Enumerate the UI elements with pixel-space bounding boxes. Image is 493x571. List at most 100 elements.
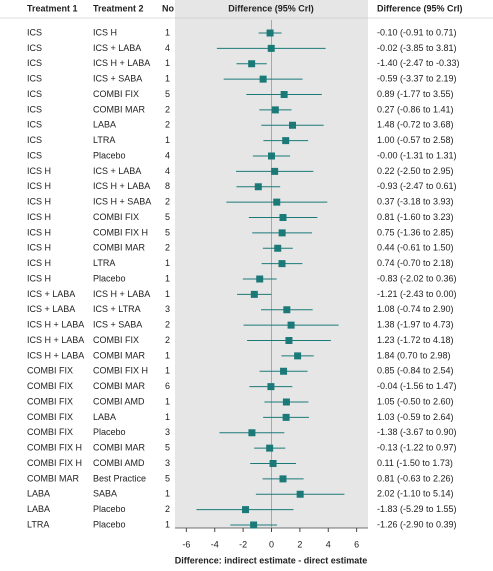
treatment-2: COMBI MAR — [93, 443, 146, 453]
value-label: -0.83 (-2.02 to 0.36) — [377, 273, 457, 283]
value-label: 0.22 (-2.50 to 2.95) — [377, 166, 454, 176]
estimate — [278, 260, 286, 268]
estimate — [268, 152, 275, 160]
treatment-2: Placebo — [93, 150, 126, 160]
value-label: 1.08 (-0.74 to 2.90) — [377, 304, 454, 314]
study-count: 5 — [165, 443, 170, 453]
estimate — [280, 367, 288, 375]
estimate — [267, 383, 275, 391]
value-label: 0.85 (-0.84 to 2.54) — [377, 366, 454, 376]
treatment-2: LTRA — [93, 135, 115, 145]
treatment-1: COMBI FIX — [27, 412, 73, 422]
value-label: 0.89 (-1.77 to 3.55) — [377, 89, 454, 99]
treatment-2: COMBI FIX H — [93, 366, 148, 376]
treatment-1: LTRA — [27, 519, 49, 529]
study-count: 1 — [165, 58, 170, 68]
treatment-1: ICS — [27, 120, 42, 130]
treatment-2: ICS H + SABA — [93, 197, 151, 207]
treatment-1: ICS — [27, 43, 42, 53]
study-count: 4 — [165, 166, 170, 176]
estimate — [282, 413, 290, 421]
estimate — [250, 290, 258, 298]
study-count: 1 — [165, 489, 170, 499]
value-label: 0.81 (-0.63 to 2.26) — [377, 473, 454, 483]
value-label: -1.40 (-2.47 to -0.33) — [377, 58, 460, 68]
value-label: 0.27 (-0.86 to 1.41) — [377, 104, 454, 114]
treatment-1: ICS H — [27, 197, 51, 207]
study-count: 3 — [165, 304, 170, 314]
estimate — [266, 444, 274, 452]
treatment-2: LABA — [93, 412, 116, 422]
study-count: 5 — [165, 89, 170, 99]
study-count: 3 — [165, 427, 170, 437]
treatment-1: COMBI MAR — [27, 473, 80, 483]
value-label: 0.44 (-0.61 to 1.50) — [377, 243, 454, 253]
treatment-1: COMBI FIX H — [27, 458, 82, 468]
treatment-2: Placebo — [93, 519, 126, 529]
treatment-2: Placebo — [93, 504, 126, 514]
treatment-1: ICS H + LABA — [27, 335, 84, 345]
treatment-1: COMBI FIX H — [27, 443, 82, 453]
treatment-1: ICS H — [27, 181, 51, 191]
estimate — [282, 398, 290, 406]
estimate — [256, 275, 264, 283]
value-label: -1.26 (-2.90 to 0.39) — [377, 519, 457, 529]
study-count: 1 — [165, 350, 170, 360]
x-tick-label: -6 — [182, 539, 190, 549]
estimate — [280, 91, 288, 98]
estimate — [294, 352, 302, 360]
value-label: 0.37 (-3.18 to 3.93) — [377, 197, 454, 207]
treatment-2: LABA — [93, 120, 116, 130]
estimate — [248, 60, 256, 68]
study-count: 1 — [165, 258, 170, 268]
value-label: 0.81 (-1.60 to 3.23) — [377, 212, 454, 222]
study-count: 2 — [165, 243, 170, 253]
value-label: -1.38 (-3.67 to 0.90) — [377, 427, 457, 437]
estimate — [274, 244, 282, 252]
estimate — [242, 506, 250, 514]
value-label: -0.10 (-0.91 to 0.71) — [377, 27, 457, 37]
estimate — [287, 321, 295, 329]
estimate — [273, 198, 281, 206]
treatment-2: COMBI FIX — [93, 212, 139, 222]
x-tick-label: 2 — [297, 539, 302, 549]
estimate — [250, 521, 258, 529]
treatment-2: ICS H + LABA — [93, 58, 150, 68]
value-label: 0.75 (-1.36 to 2.85) — [377, 227, 454, 237]
treatment-2: LTRA — [93, 258, 115, 268]
x-tick-label: -2 — [239, 539, 247, 549]
value-label: 0.74 (-0.70 to 2.18) — [377, 258, 454, 268]
treatment-2: Best Practice — [93, 473, 146, 483]
study-count: 1 — [165, 74, 170, 84]
study-count: 1 — [165, 412, 170, 422]
treatment-2: ICS + SABA — [93, 74, 142, 84]
treatment-1: ICS + LABA — [27, 289, 75, 299]
treatment-1: ICS H + LABA — [27, 320, 84, 330]
treatment-1: COMBI FIX — [27, 381, 73, 391]
value-label: 1.00 (-0.57 to 2.58) — [377, 135, 454, 145]
treatment-1: ICS — [27, 104, 42, 114]
treatment-1: COMBI FIX — [27, 366, 73, 376]
value-label: -0.93 (-2.47 to 0.61) — [377, 181, 457, 191]
column-header: Treatment 2 — [93, 3, 144, 13]
treatment-2: ICS H + LABA — [93, 181, 150, 191]
value-label: 1.48 (-0.72 to 3.68) — [377, 120, 454, 130]
treatment-2: SABA — [93, 489, 117, 499]
treatment-1: ICS — [27, 27, 42, 37]
column-header: No — [162, 3, 174, 13]
value-label: -1.83 (-5.29 to 1.55) — [377, 504, 457, 514]
treatment-2: COMBI MAR — [93, 381, 146, 391]
treatment-1: ICS H — [27, 243, 51, 253]
study-count: 5 — [165, 473, 170, 483]
estimate — [248, 429, 256, 437]
column-header: Difference (95% CrI) — [228, 3, 314, 13]
treatment-2: COMBI AMD — [93, 396, 145, 406]
study-count: 2 — [165, 197, 170, 207]
treatment-1: ICS — [27, 74, 42, 84]
treatment-1: ICS + LABA — [27, 304, 75, 314]
study-count: 2 — [165, 335, 170, 345]
value-label: 2.02 (-1.10 to 5.14) — [377, 489, 454, 499]
x-tick-label: 4 — [326, 539, 331, 549]
study-count: 4 — [165, 43, 170, 53]
study-count: 4 — [165, 150, 170, 160]
